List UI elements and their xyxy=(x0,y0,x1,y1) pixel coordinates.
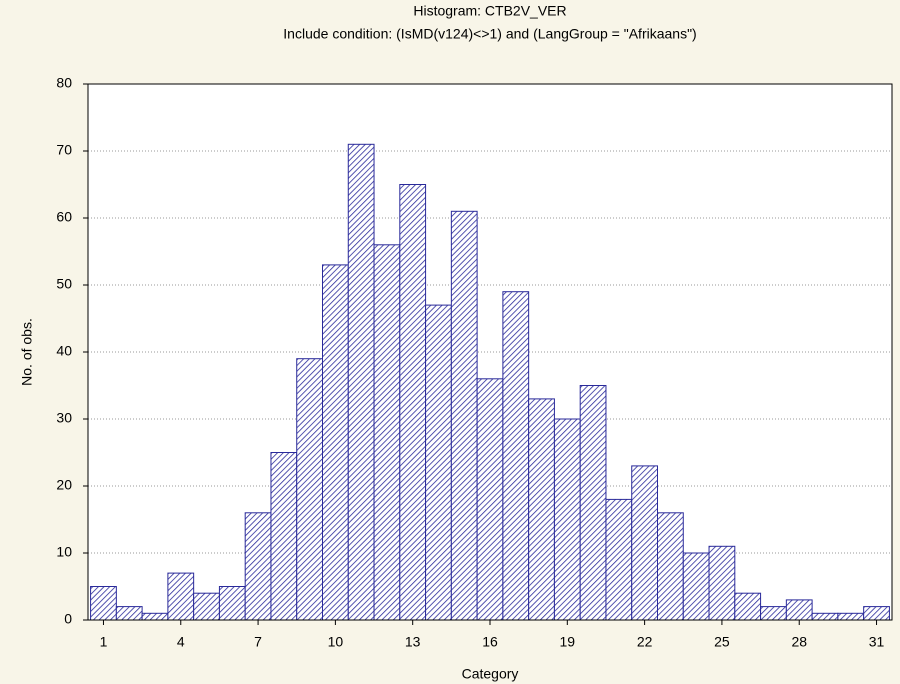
x-tick-label: 31 xyxy=(869,634,885,650)
bar xyxy=(90,586,117,621)
bar xyxy=(811,612,839,621)
x-tick-label: 22 xyxy=(637,634,653,650)
x-tick-label: 4 xyxy=(177,634,185,650)
bar xyxy=(760,606,787,621)
bar xyxy=(785,599,813,621)
chart-subtitle: Include condition: (IsMD(v124)<>1) and (… xyxy=(283,26,696,42)
y-tick-label: 60 xyxy=(56,209,72,225)
y-tick-label: 30 xyxy=(56,410,72,426)
chart-title: Histogram: CTB2V_VER xyxy=(413,3,566,19)
bar xyxy=(631,465,659,621)
x-tick-label: 1 xyxy=(100,634,108,650)
bar xyxy=(476,378,504,621)
bar xyxy=(450,210,478,621)
bar xyxy=(373,244,401,621)
bar xyxy=(141,612,169,621)
x-tick-label: 7 xyxy=(254,634,262,650)
bar xyxy=(193,592,220,621)
y-axis-label: No. of obs. xyxy=(19,318,35,386)
x-tick-label: 28 xyxy=(791,634,807,650)
y-tick-label: 50 xyxy=(56,276,72,292)
y-tick-label: 40 xyxy=(56,343,72,359)
bar xyxy=(218,586,246,621)
bar xyxy=(553,418,581,621)
x-tick-label: 16 xyxy=(482,634,498,650)
y-tick-label: 0 xyxy=(64,611,72,627)
x-tick-label: 13 xyxy=(405,634,421,650)
bar xyxy=(579,385,607,621)
bar xyxy=(502,291,530,621)
x-tick-label: 25 xyxy=(714,634,730,650)
bar xyxy=(605,498,633,621)
bar xyxy=(244,512,272,621)
bar xyxy=(270,452,298,621)
bar xyxy=(425,304,452,621)
y-tick-label: 20 xyxy=(56,477,72,493)
y-tick-label: 80 xyxy=(56,75,72,91)
x-tick-label: 10 xyxy=(328,634,344,650)
bar xyxy=(296,358,324,621)
bar xyxy=(708,545,736,621)
bar xyxy=(167,572,195,621)
x-axis-label: Category xyxy=(462,666,519,682)
bar xyxy=(863,606,890,621)
bar xyxy=(115,606,143,621)
y-tick-label: 70 xyxy=(56,142,72,158)
bar xyxy=(682,552,710,621)
bar xyxy=(528,398,555,621)
bar xyxy=(657,512,684,621)
bar xyxy=(734,592,762,621)
bar xyxy=(837,612,865,621)
bar xyxy=(347,143,375,621)
bar xyxy=(322,264,349,621)
x-tick-label: 19 xyxy=(560,634,576,650)
plot-frame xyxy=(87,83,893,621)
y-tick-label: 10 xyxy=(56,544,72,560)
bar xyxy=(399,184,427,621)
